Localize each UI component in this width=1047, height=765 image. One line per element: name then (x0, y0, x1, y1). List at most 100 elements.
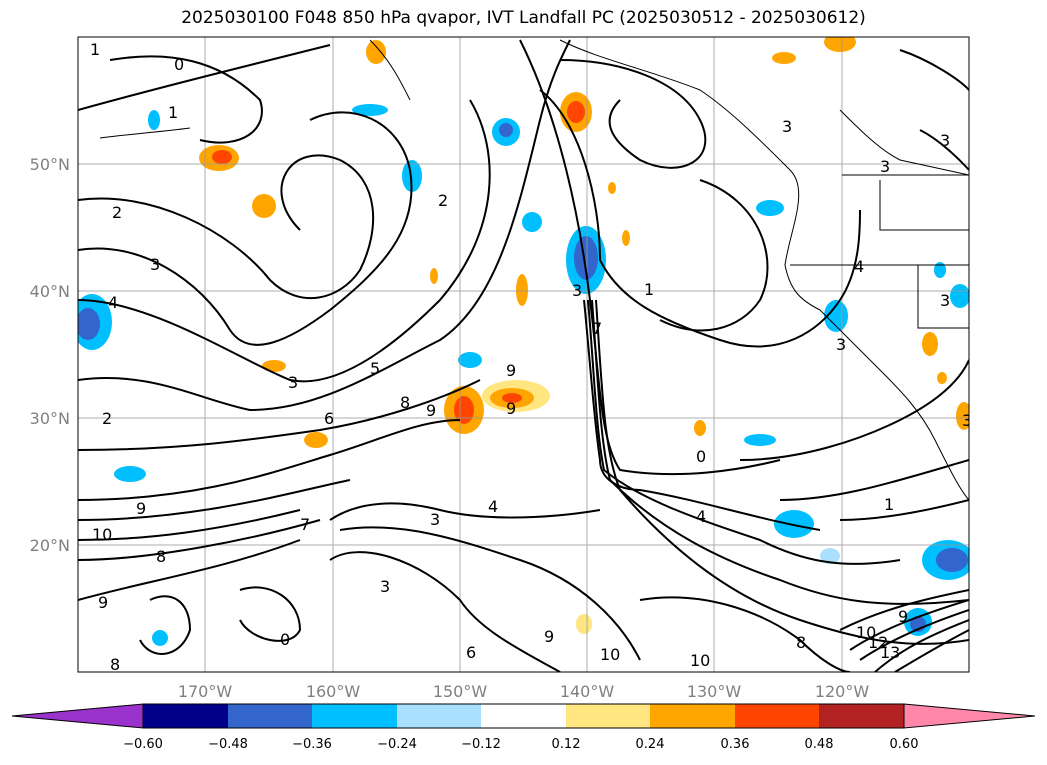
contour-label: 3 (150, 255, 160, 274)
lat-tick-labels: 50°N 40°N 30°N 20°N (30, 155, 70, 555)
pos-anomaly-blob (454, 396, 474, 424)
pos-anomaly-blob (622, 230, 630, 246)
colorbar: −0.60 −0.48 −0.36 −0.24 −0.12 0.12 0.24 … (11, 703, 1036, 752)
contour-label: 8 (400, 393, 410, 412)
contour-label: 9 (506, 399, 516, 418)
pos-anomaly-blob (252, 194, 276, 218)
colorbar-extend-min (11, 703, 144, 729)
contour-label: 5 (370, 359, 380, 378)
colorbar-segment (566, 704, 650, 728)
lon-tick-label: 130°W (687, 682, 742, 701)
colorbar-tick-label: 0.12 (552, 737, 581, 752)
graticule (78, 37, 969, 672)
contour-label: 2 (102, 409, 112, 428)
contour-label: 0 (696, 447, 706, 466)
contour-label: 10 (856, 623, 876, 642)
contour-label: 0 (280, 630, 290, 649)
contour-label: 13 (880, 643, 900, 662)
contour-label: 10 (690, 651, 710, 670)
colorbar-tick-label: 0.60 (890, 737, 919, 752)
lat-tick-label: 40°N (30, 282, 70, 301)
contour-label: 2 (112, 203, 122, 222)
colorbar-segment (650, 704, 735, 728)
neg-anomaly-blob (148, 110, 160, 130)
neg-anomaly-blob (936, 548, 968, 572)
figure-title: 2025030100 F048 850 hPa qvapor, IVT Land… (181, 8, 866, 28)
contour-label: 3 (880, 157, 890, 176)
pos-anomaly-blob (304, 432, 328, 448)
contour-label: 1 (644, 280, 654, 299)
neg-anomaly-blob (114, 466, 146, 482)
neg-anomaly-blob (499, 123, 513, 137)
lon-tick-label: 140°W (560, 682, 615, 701)
contour-label: 9 (98, 593, 108, 612)
neg-anomaly-blob (152, 630, 168, 646)
colorbar-tick-label: 0.24 (636, 737, 665, 752)
contour-label: 3 (380, 577, 390, 596)
pos-anomaly-blob (824, 37, 856, 52)
colorbar-segment (397, 704, 481, 728)
neg-anomaly-blob (402, 160, 422, 192)
map-border (77, 36, 970, 673)
lon-tick-label: 150°W (433, 682, 488, 701)
colorbar-segment (228, 704, 312, 728)
pos-anomaly-blob (772, 52, 796, 64)
contour-label: 10 (600, 645, 620, 664)
contour-label: 12 (868, 633, 888, 652)
pos-anomaly-blob (212, 150, 232, 164)
qvapor-anomaly-fills (78, 37, 969, 646)
colorbar-segment (735, 704, 819, 728)
contour-label: 10 (92, 525, 112, 544)
lon-tick-label: 170°W (178, 682, 233, 701)
lon-tick-labels: 170°W 160°W 150°W 140°W 130°W 120°W (178, 682, 870, 701)
pos-anomaly-blob (576, 614, 592, 634)
contour-label: 2 (438, 191, 448, 210)
contour-label: 7 (592, 319, 602, 338)
neg-anomaly-blob (458, 352, 482, 368)
colorbar-segment (481, 704, 566, 728)
lon-tick-label: 160°W (306, 682, 361, 701)
colorbar-tick-label: 0.36 (721, 737, 750, 752)
lat-tick-label: 20°N (30, 536, 70, 555)
contour-label: 8 (796, 633, 806, 652)
contour-label: 3 (836, 335, 846, 354)
ivt-contours (78, 39, 969, 672)
neg-anomaly-blob (744, 434, 776, 446)
pos-anomaly-blob (694, 420, 706, 436)
pos-anomaly-blob (366, 40, 386, 64)
contour-label: 9 (544, 627, 554, 646)
contour-label: 7 (300, 515, 310, 534)
colorbar-extend-max (903, 703, 1036, 729)
contour-label: 1 (168, 103, 178, 122)
contour-label: 3 (940, 131, 950, 150)
pos-anomaly-blob (922, 332, 938, 356)
colorbar-tick-label: −0.48 (208, 737, 248, 752)
colorbar-tick-label: −0.60 (123, 737, 163, 752)
pos-anomaly-blob (567, 101, 585, 123)
contour-label: 1 (90, 40, 100, 59)
contour-label: 4 (108, 293, 118, 312)
map-frame-bg (78, 37, 969, 672)
colorbar-tick-label: 0.48 (805, 737, 834, 752)
contour-label: 9 (898, 607, 908, 626)
contour-label: 4 (696, 507, 706, 526)
lon-tick-label: 120°W (815, 682, 870, 701)
neg-anomaly-blob (820, 548, 840, 564)
pos-anomaly-blob (430, 268, 438, 284)
colorbar-tick-label: −0.12 (461, 737, 501, 752)
contour-label: 8 (110, 655, 120, 674)
colorbar-tick-label: −0.36 (292, 737, 332, 752)
contour-label: 4 (488, 497, 498, 516)
contour-label: 0 (174, 55, 184, 74)
neg-anomaly-blob (934, 262, 946, 278)
pos-anomaly-blob (956, 402, 969, 430)
contour-label: 3 (430, 510, 440, 529)
contour-label: 4 (854, 257, 864, 276)
neg-anomaly-blob (950, 284, 969, 308)
lat-tick-label: 50°N (30, 155, 70, 174)
contour-label: 9 (506, 361, 516, 380)
neg-anomaly-blob (756, 200, 784, 216)
contour-label: 9 (426, 401, 436, 420)
coastlines (99, 39, 969, 501)
